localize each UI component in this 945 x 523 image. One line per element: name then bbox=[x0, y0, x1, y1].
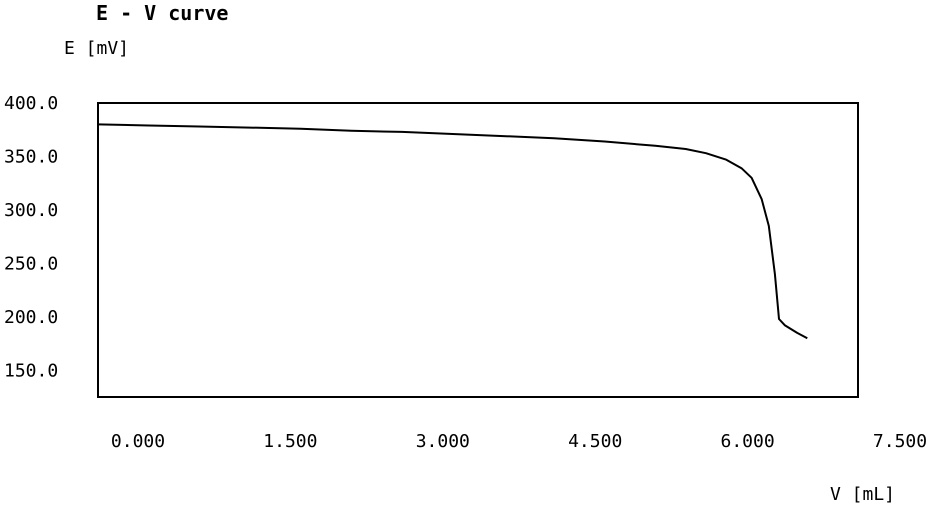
chart-title: E - V curve bbox=[96, 1, 228, 25]
y-tick-label: 300.0 bbox=[4, 200, 58, 221]
x-tick-labels: 0.000 1.500 3.000 4.500 6.000 7.500 bbox=[111, 431, 927, 452]
x-tick-label: 1.500 bbox=[263, 431, 317, 452]
y-tick-label: 250.0 bbox=[4, 253, 58, 274]
x-tick-label: 4.500 bbox=[568, 431, 622, 452]
series-layer bbox=[97, 123, 808, 340]
y-tick-label: 350.0 bbox=[4, 146, 58, 167]
x-tick-label: 6.000 bbox=[721, 431, 775, 452]
plot-frame bbox=[97, 102, 859, 398]
y-tick-label: 200.0 bbox=[4, 307, 58, 328]
x-tick-label: 0.000 bbox=[111, 431, 165, 452]
y-tick-label: 400.0 bbox=[4, 93, 58, 114]
y-axis-label: E [mV] bbox=[64, 38, 129, 59]
x-axis-label: V [mL] bbox=[830, 484, 895, 505]
y-tick-label: 150.0 bbox=[4, 360, 58, 381]
y-tick-labels: 400.0 350.0 300.0 250.0 200.0 150.0 bbox=[4, 93, 58, 381]
series-line bbox=[97, 123, 808, 340]
x-tick-label: 7.500 bbox=[873, 431, 927, 452]
x-tick-label: 3.000 bbox=[416, 431, 470, 452]
